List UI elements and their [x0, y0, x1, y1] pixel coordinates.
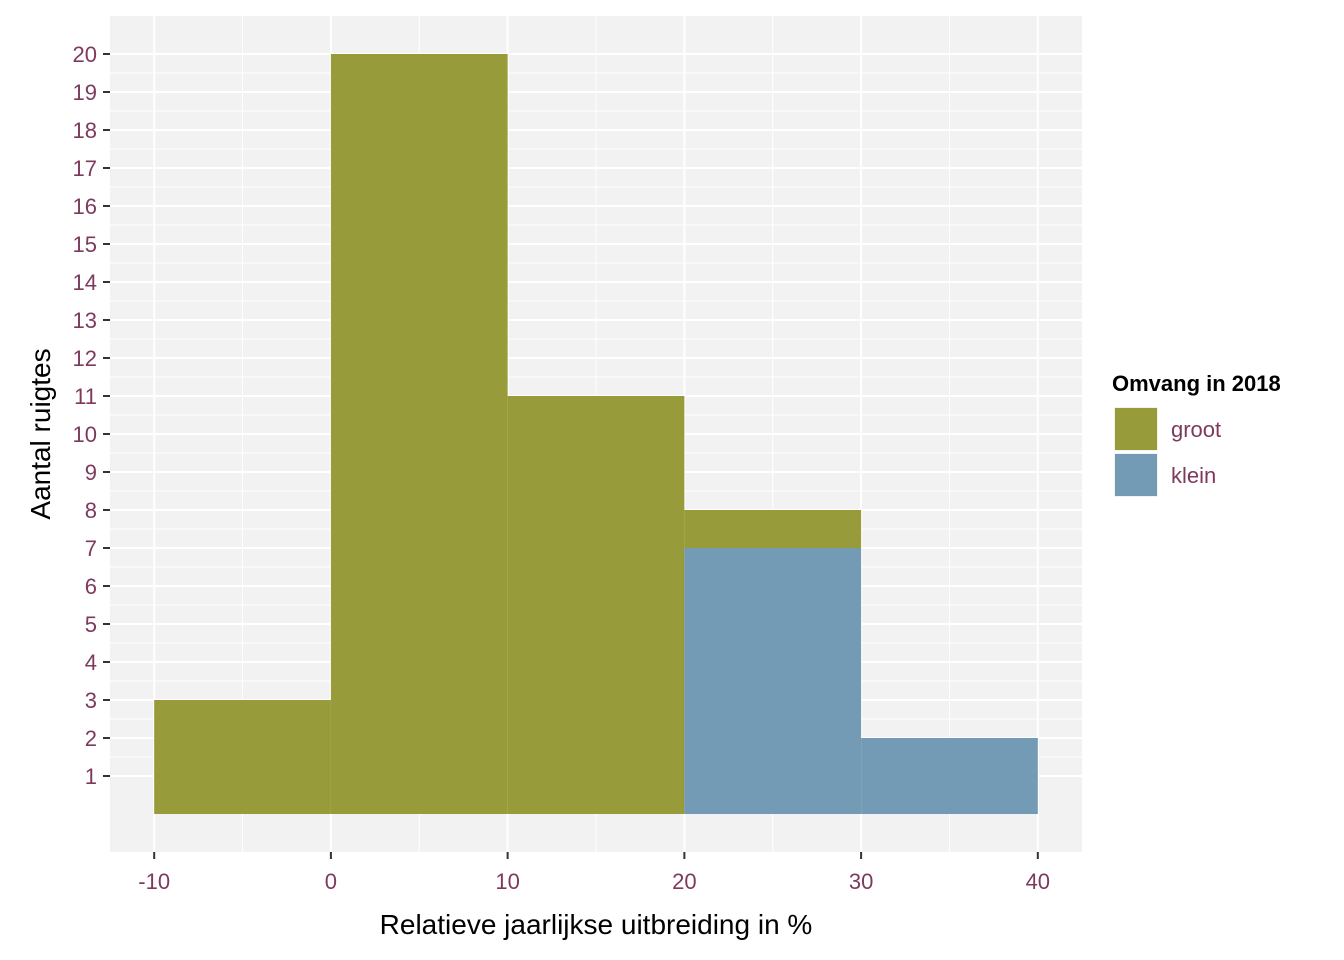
bar-groot-20-30: [684, 510, 862, 548]
legend-swatch-klein: [1115, 454, 1157, 496]
x-tick-label: 40: [1026, 869, 1050, 894]
x-tick-label: 0: [325, 869, 337, 894]
y-tick-label: 15: [73, 232, 97, 257]
legend: Omvang in 2018 groot klein: [1112, 371, 1281, 497]
legend-title: Omvang in 2018: [1112, 371, 1281, 396]
x-tick-label: 10: [495, 869, 519, 894]
x-tick-label: 30: [849, 869, 873, 894]
y-tick-label: 10: [73, 422, 97, 447]
y-axis-title: Aantal ruigtes: [25, 348, 56, 519]
bar-groot--10-0: [154, 700, 331, 814]
legend-label-groot: groot: [1171, 417, 1221, 442]
x-tick-label: 20: [672, 869, 696, 894]
bar-groot-0-10: [330, 54, 508, 814]
x-axis: -10 0 10 20 30 40: [138, 852, 1050, 894]
y-tick-label: 8: [85, 498, 97, 523]
legend-items: groot klein: [1114, 407, 1221, 497]
y-tick-label: 19: [73, 80, 97, 105]
y-tick-label: 16: [73, 194, 97, 219]
y-tick-label: 2: [85, 726, 97, 751]
bar-klein-30-40: [861, 738, 1038, 814]
y-tick-label: 7: [85, 536, 97, 561]
x-axis-title: Relatieve jaarlijkse uitbreiding in %: [380, 909, 813, 940]
y-tick-label: 11: [74, 384, 97, 409]
y-tick-label: 17: [73, 156, 97, 181]
legend-label-klein: klein: [1171, 463, 1216, 488]
histogram-bars: [154, 54, 1038, 814]
legend-swatch-groot: [1115, 408, 1157, 450]
y-tick-label: 20: [73, 42, 97, 67]
y-tick-label: 6: [85, 574, 97, 599]
y-tick-label: 12: [73, 346, 97, 371]
y-tick-label: 13: [73, 308, 97, 333]
bar-groot-10-20: [507, 396, 685, 814]
y-tick-label: 3: [85, 688, 97, 713]
y-tick-label: 14: [73, 270, 97, 295]
y-tick-label: 5: [85, 612, 97, 637]
y-tick-label: 9: [85, 460, 97, 485]
y-tick-label: 4: [85, 650, 97, 675]
y-tick-label: 1: [85, 764, 97, 789]
bar-klein-20-30: [684, 548, 862, 814]
y-tick-label: 18: [73, 118, 97, 143]
x-tick-label: -10: [138, 869, 170, 894]
